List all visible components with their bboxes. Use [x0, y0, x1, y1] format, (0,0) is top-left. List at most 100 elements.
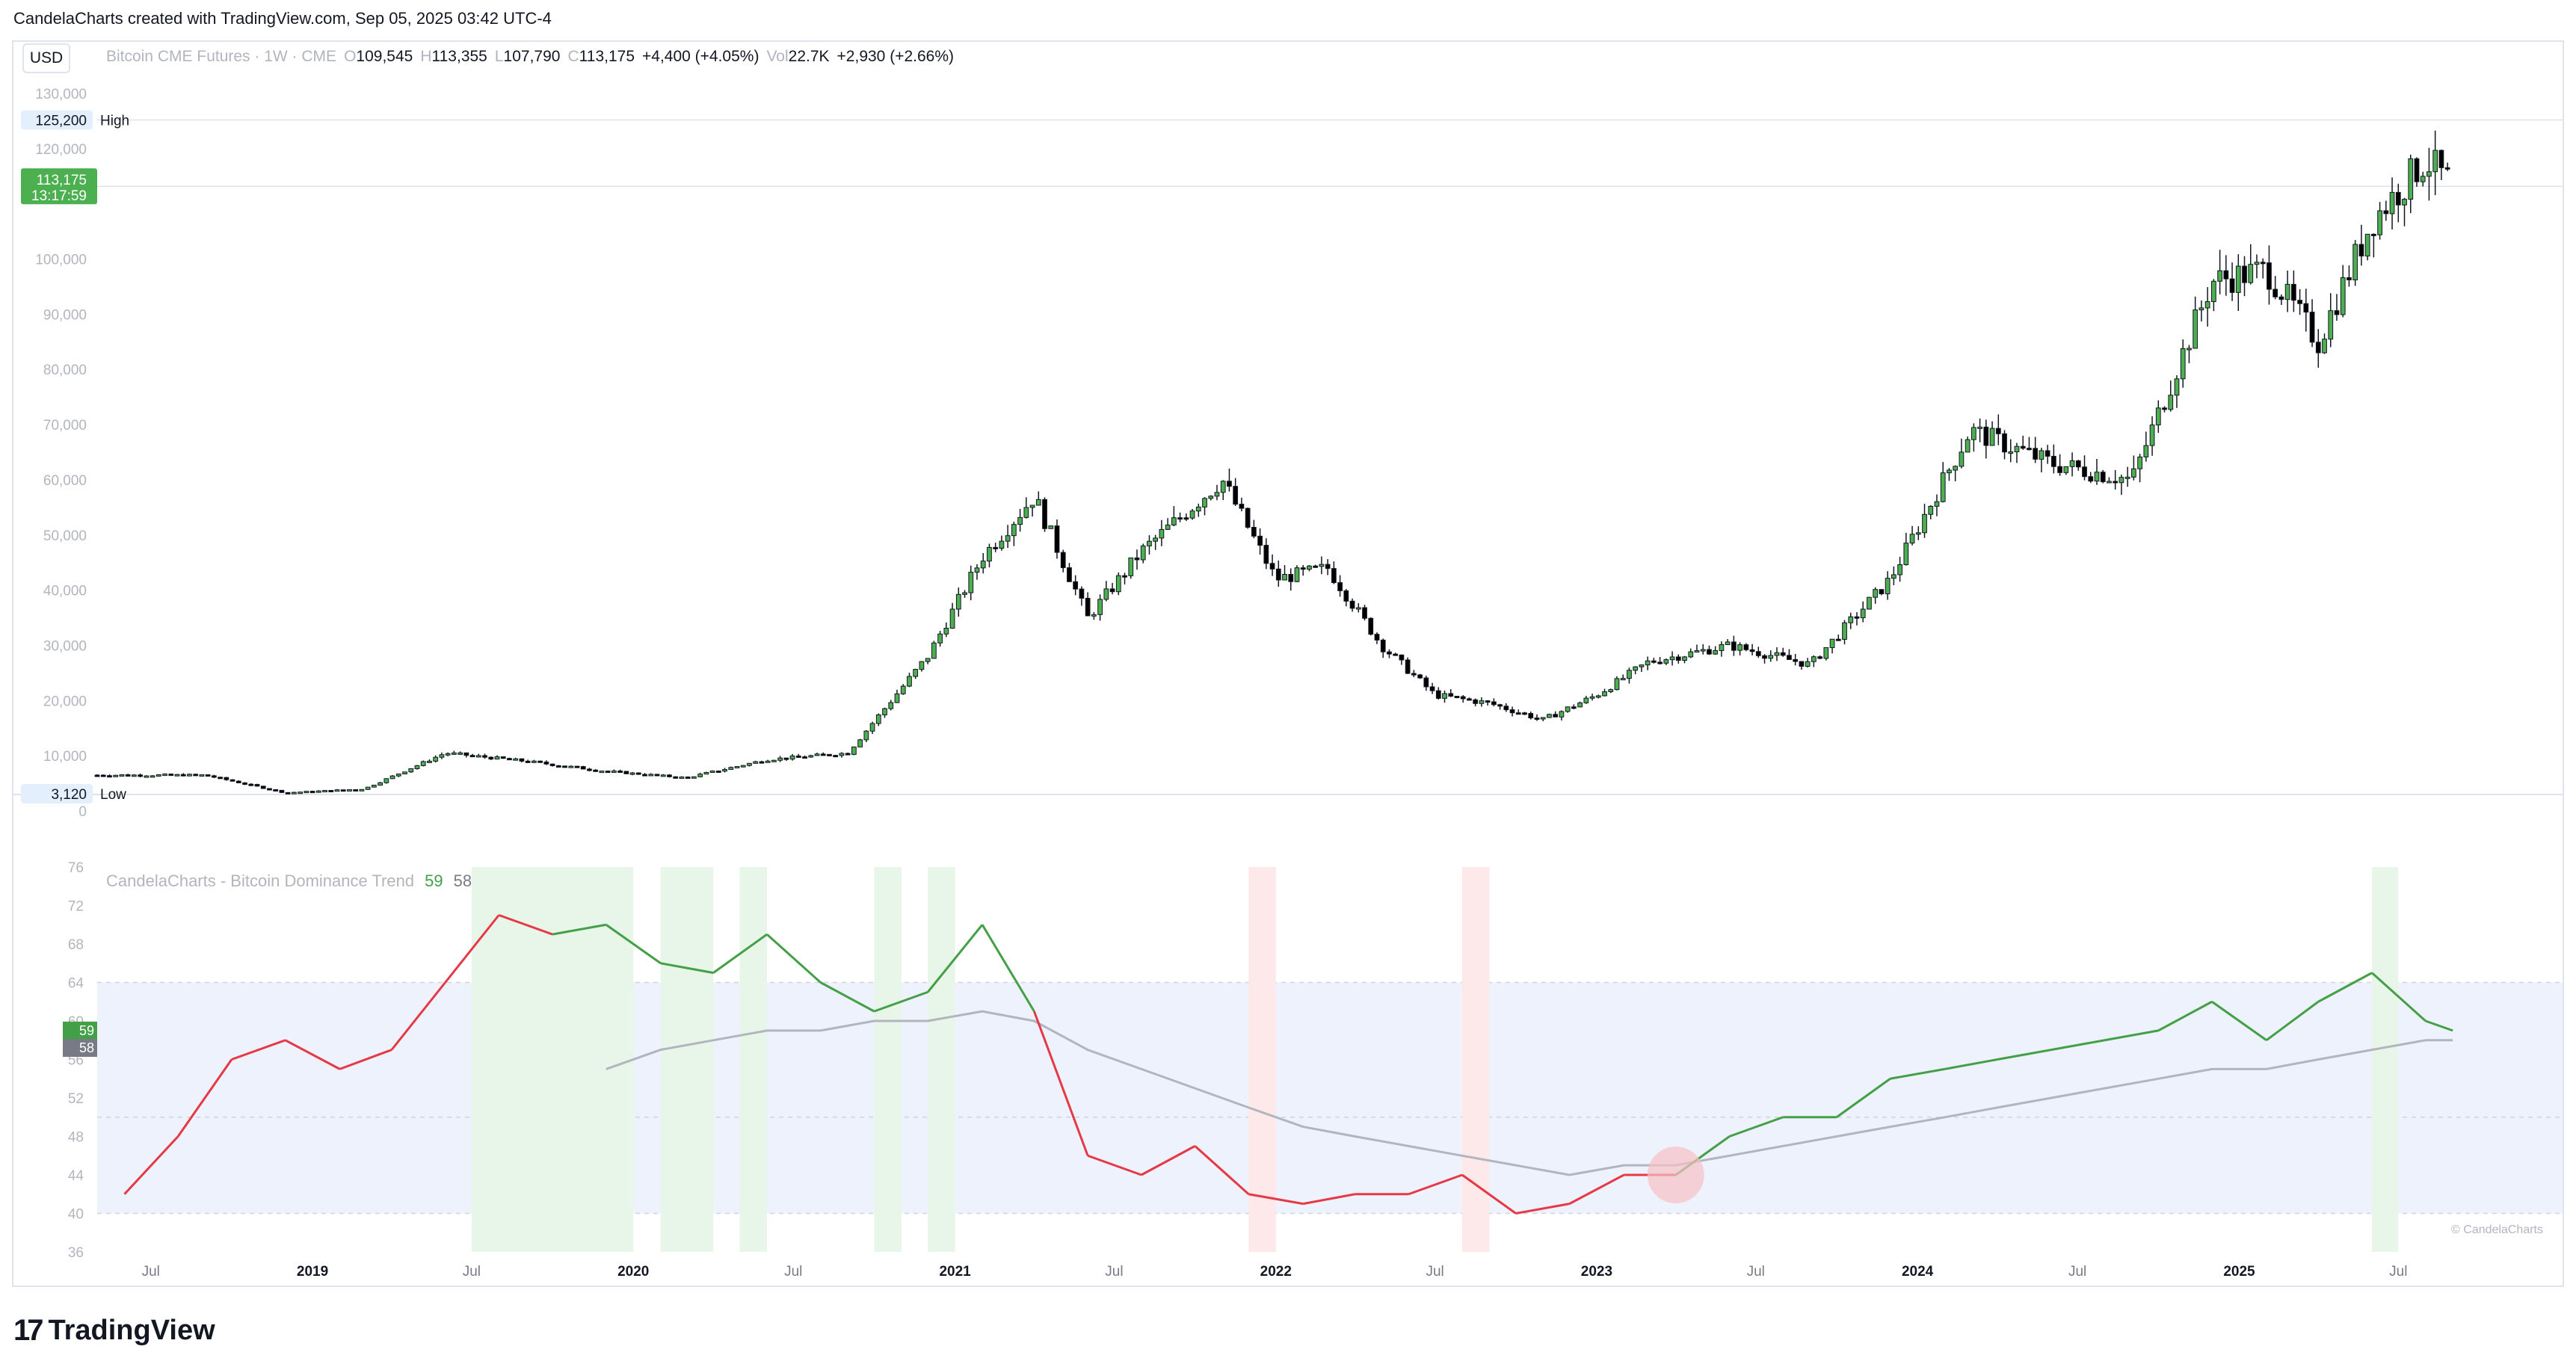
candle-up	[1147, 540, 1152, 546]
candle-up	[697, 774, 703, 777]
dominance-trend-segment	[873, 990, 928, 1013]
candle-up	[2432, 149, 2438, 173]
candle-up	[1589, 696, 1595, 699]
candle-up	[2402, 199, 2407, 206]
candle-down	[1528, 713, 1534, 719]
candle-down	[1571, 706, 1577, 709]
candle-down	[1331, 568, 1337, 584]
candle-down	[1239, 504, 1245, 509]
indicator-axis-tick: 48	[68, 1130, 84, 1146]
tradingview-logo[interactable]: 17 TradingView	[13, 1314, 215, 1347]
price-axis-tick: 80,000	[43, 362, 87, 378]
candle-up	[2389, 191, 2395, 215]
candle-up	[2198, 307, 2204, 311]
candle-down	[2383, 210, 2389, 215]
candle-down	[537, 760, 543, 763]
candle-down	[580, 766, 586, 770]
candle-up	[1017, 516, 1023, 525]
candle-up	[869, 723, 875, 732]
candle-down	[1411, 673, 1417, 676]
candle-down	[1325, 564, 1331, 570]
candle-down	[617, 770, 623, 773]
dominance-trend-segment	[712, 933, 768, 974]
candle-up	[888, 702, 894, 709]
candle-up	[389, 775, 395, 780]
candle-up	[174, 774, 180, 777]
time-axis-label: 2020	[617, 1264, 649, 1280]
candle-up	[648, 774, 654, 777]
candle-up	[1694, 650, 1700, 653]
candle-down	[1042, 499, 1047, 529]
candle-up	[2174, 378, 2180, 396]
candle-down	[1122, 575, 1127, 578]
candle-up	[1829, 638, 1835, 649]
candle-down	[1085, 597, 1091, 617]
candle-down	[1423, 677, 1429, 688]
candle-up	[402, 771, 407, 775]
candle-down	[1675, 656, 1681, 661]
dominance-trend-segment	[123, 1135, 179, 1195]
candle-up	[1195, 506, 1201, 512]
candle-up	[2408, 158, 2414, 200]
dominance-trend-segment	[819, 981, 875, 1013]
time-axis-label: 2023	[1581, 1264, 1612, 1280]
indicator-axis-tick: 76	[68, 860, 84, 876]
candle-up	[2155, 407, 2161, 426]
candle-down	[2027, 448, 2032, 451]
candle-down	[1405, 659, 1411, 674]
candle-up	[475, 755, 481, 758]
candle-down	[1534, 718, 1540, 720]
candle-down	[125, 774, 131, 777]
candle-up	[1189, 510, 1195, 519]
candle-up	[747, 762, 752, 766]
candle-down	[2057, 466, 2062, 473]
candle-up	[691, 776, 697, 779]
candle-up	[611, 770, 617, 773]
candle-up	[1725, 641, 1731, 646]
candle-up	[1682, 656, 1687, 661]
low-marker-label: Low	[100, 787, 126, 803]
time-axis-label: Jul	[1426, 1264, 1443, 1280]
candle-up	[949, 608, 955, 629]
candle-down	[469, 755, 475, 758]
candle-up	[734, 765, 740, 768]
candle-down	[1417, 674, 1423, 679]
candle-down	[1269, 563, 1275, 570]
price-axis-tick: 30,000	[43, 638, 87, 654]
candle-up	[2193, 309, 2198, 349]
candle-down	[1485, 700, 1491, 703]
candle-down	[285, 791, 291, 794]
candle-up	[894, 693, 900, 703]
currency-button[interactable]: USD	[22, 43, 70, 73]
candle-down	[783, 757, 789, 760]
candle-up	[365, 786, 371, 790]
candle-up	[1115, 575, 1121, 593]
high-marker-value: 125,200	[35, 113, 87, 129]
indicator-axis-tick: 40	[68, 1207, 84, 1223]
candle-up	[1965, 439, 1970, 453]
candle-down	[525, 760, 531, 763]
candle-down	[2334, 310, 2340, 315]
candle-up	[2420, 176, 2426, 182]
candle-up	[1565, 706, 1571, 712]
candle-up	[808, 755, 814, 758]
candle-up	[1768, 655, 1774, 659]
candle-down	[2082, 466, 2087, 478]
price-axis-tick: 100,000	[35, 253, 87, 268]
indicator-axis-tick: 44	[68, 1168, 84, 1184]
candle-down	[715, 771, 721, 774]
candle-up	[2119, 477, 2124, 484]
candle-up	[1928, 505, 1934, 515]
candle-up	[1171, 517, 1177, 525]
candle-down	[1251, 527, 1257, 537]
candle-up	[408, 768, 414, 773]
close-label: C	[567, 48, 579, 65]
candle-down	[1435, 690, 1441, 699]
candle-down	[1374, 634, 1380, 641]
indicator-legend[interactable]: CandelaCharts - Bitcoin Dominance Trend …	[106, 871, 472, 891]
candle-down	[642, 774, 647, 777]
symbol-name[interactable]: Bitcoin CME Futures · 1W · CME	[106, 48, 337, 65]
candle-up	[1319, 564, 1325, 567]
highlight-zone	[928, 867, 955, 1252]
